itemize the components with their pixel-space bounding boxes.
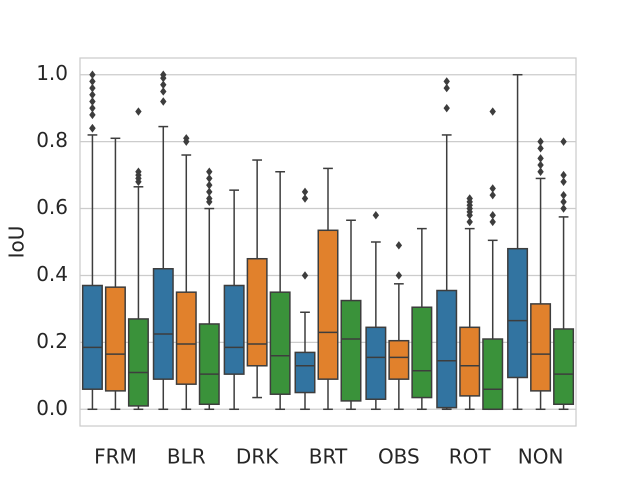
outlier-point [372, 211, 380, 220]
outlier-point [206, 180, 213, 190]
outlier-point [466, 217, 473, 227]
outlier-point [466, 194, 473, 203]
outlier-point [489, 184, 496, 193]
outlier-point [135, 167, 142, 176]
box-group-brt [294, 167, 362, 411]
outlier-point [160, 97, 167, 106]
box-group-non [507, 73, 575, 411]
box-iqr [152, 268, 174, 380]
box-iqr [553, 328, 575, 406]
box-iqr [388, 339, 410, 380]
box-iqr [459, 326, 481, 397]
outlier-point [160, 80, 167, 89]
outlier-point [489, 217, 496, 227]
outlier-point [489, 190, 496, 200]
box-iqr [294, 351, 316, 394]
outlier-point [301, 271, 309, 280]
outlier-point [560, 170, 567, 180]
x-tick-label: ROT [449, 445, 492, 469]
y-tick-label: 0.0 [36, 396, 68, 420]
y-tick-label: 0.6 [36, 195, 68, 219]
box-iqr [269, 291, 291, 395]
outlier-point [537, 154, 544, 163]
outlier-point [560, 197, 567, 207]
box-iqr [507, 247, 529, 379]
outlier-point [206, 194, 213, 203]
box-group-obs [365, 211, 433, 411]
outlier-point [89, 124, 96, 133]
outlier-point [560, 204, 567, 213]
y-tick-label: 0.2 [36, 329, 68, 353]
outlier-point [489, 107, 496, 116]
box-iqr [246, 257, 268, 367]
y-tick-labels: 0.0 0.2 0.4 0.6 0.8 1.0 [36, 61, 68, 420]
outlier-point [89, 77, 96, 86]
box-iqr [223, 284, 245, 375]
box-group-frm [81, 70, 149, 411]
outlier-point [537, 144, 544, 153]
outlier-point [537, 137, 544, 146]
box-iqr [175, 291, 197, 385]
outlier-point [443, 83, 450, 93]
outlier-point [135, 107, 142, 116]
outlier-point [395, 271, 403, 280]
outlier-point [560, 190, 567, 200]
outlier-point [89, 70, 96, 79]
outlier-point [301, 187, 309, 197]
outlier-point [160, 87, 167, 96]
outlier-point [443, 103, 450, 113]
x-tick-labels: FRM BLR DRK BRT OBS ROT NON [94, 445, 563, 469]
outlier-point [206, 174, 213, 183]
outlier-point [443, 77, 450, 86]
y-tick-label: 0.4 [36, 262, 68, 286]
x-tick-label: NON [518, 445, 564, 469]
outlier-point [89, 83, 96, 93]
box-iqr [104, 286, 126, 392]
y-axis-label: IoU [5, 226, 29, 259]
box-group-drk [223, 159, 291, 411]
box-group-rot [436, 77, 504, 411]
box-iqr [411, 306, 433, 399]
outlier-point [301, 194, 309, 203]
outlier-point [160, 70, 167, 79]
box-iqr [340, 299, 362, 402]
outlier-point [89, 103, 96, 113]
outlier-point [537, 160, 544, 170]
box-groups [81, 70, 575, 411]
y-tick-label: 1.0 [36, 61, 68, 85]
outlier-point [395, 241, 403, 250]
y-tick-label: 0.8 [36, 128, 68, 152]
outlier-point [89, 97, 96, 106]
box-iqr [198, 323, 220, 406]
x-tick-label: OBS [378, 445, 420, 469]
box-iqr [436, 289, 458, 409]
outlier-point [206, 167, 213, 176]
box-iqr [482, 338, 504, 411]
plot-area-frame [79, 57, 577, 427]
outlier-point [489, 211, 496, 220]
box-group-blr [152, 70, 220, 411]
outlier-point [560, 137, 567, 146]
x-tick-label: DRK [236, 445, 279, 469]
outlier-point [183, 134, 190, 143]
outlier-point [206, 187, 213, 197]
outlier-point [89, 110, 96, 120]
x-tick-label: BLR [167, 445, 206, 469]
outlier-point [537, 167, 544, 176]
x-tick-label: BRT [309, 445, 348, 469]
outlier-point [89, 90, 96, 99]
x-tick-label: FRM [94, 445, 137, 469]
box-iqr [127, 318, 149, 407]
box-iqr [317, 229, 339, 380]
box-iqr [365, 326, 387, 400]
outlier-point [560, 177, 567, 186]
box-iqr [530, 303, 552, 392]
box-iqr [81, 284, 103, 390]
